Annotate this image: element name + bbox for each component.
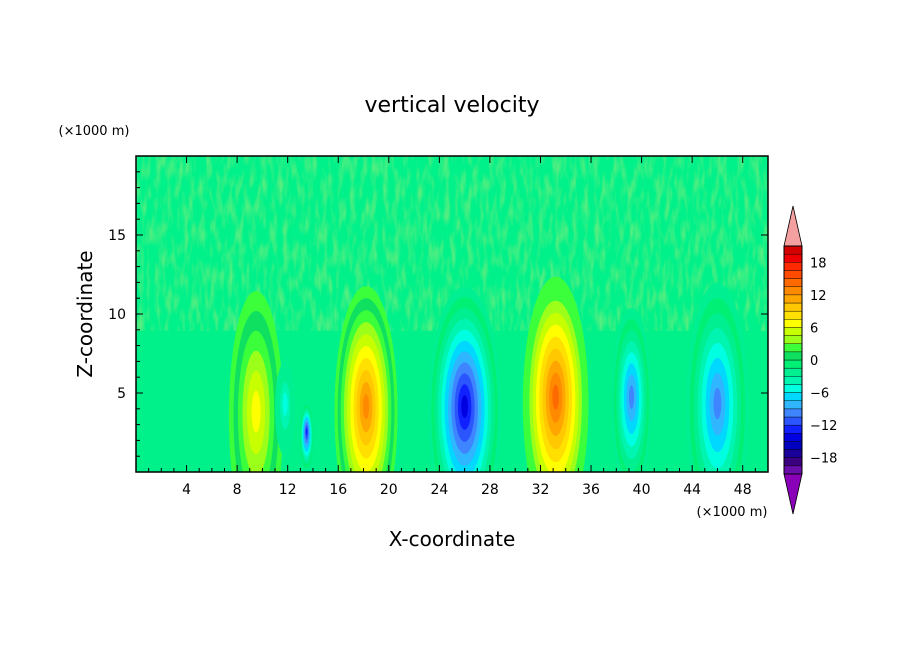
- colorbar-frame: [783, 245, 803, 475]
- contour-band: [305, 428, 308, 436]
- colorbar-swatch: [783, 384, 803, 393]
- colorbar-tick-label: −6: [810, 387, 829, 402]
- colorbar-tick-label: 18: [810, 256, 827, 271]
- contour-band: [282, 392, 288, 417]
- colorbar-swatch: [783, 441, 803, 450]
- colorbar-under-arrow: [783, 473, 803, 515]
- x-tick-label: 36: [582, 482, 600, 498]
- x-axis-label: X-coordinate: [389, 527, 516, 551]
- colorbar-swatch: [783, 253, 803, 263]
- contour-band: [362, 393, 370, 420]
- colorbar-swatch: [783, 424, 803, 434]
- colorbar-tick-label: 6: [810, 321, 818, 336]
- chart-title: vertical velocity: [364, 93, 539, 118]
- colorbar-swatch: [783, 245, 803, 255]
- colorbar-over-arrow: [783, 205, 803, 247]
- x-tick-label: 4: [182, 482, 191, 498]
- colorbar-swatch: [783, 278, 803, 287]
- colorbar: −18 −12 −6 0 6 12 18: [783, 205, 837, 515]
- x-axis-unit: (×1000 m): [697, 505, 768, 520]
- x-tick-label: 16: [329, 482, 347, 498]
- velocity-cell-1: [228, 291, 284, 472]
- y-axis: 5 10 15: [108, 171, 768, 457]
- x-tick-label: 24: [430, 482, 448, 498]
- colorbar-tick-label: −18: [810, 452, 837, 467]
- velocity-cell-4: [334, 286, 398, 472]
- x-tick-label: 12: [279, 482, 297, 498]
- colorbar-swatch: [783, 392, 803, 401]
- velocity-cell-2: [299, 401, 315, 472]
- y-tick-label: 10: [108, 307, 126, 323]
- colorbar-swatch: [783, 433, 803, 442]
- plot-area: [136, 156, 768, 472]
- contour-band: [713, 387, 722, 420]
- colorbar-swatch: [783, 327, 803, 336]
- x-tick-label: 28: [481, 482, 499, 498]
- colorbar-swatch: [783, 449, 803, 458]
- colorbar-swatch: [783, 457, 803, 467]
- colorbar-swatch: [783, 319, 803, 328]
- colorbar-swatch: [783, 400, 803, 410]
- colorbar-tick-label: 0: [810, 354, 818, 369]
- x-tick-label: 8: [233, 482, 242, 498]
- colorbar-tick-label: −12: [810, 419, 837, 434]
- x-tick-label: 40: [633, 482, 651, 498]
- x-tick-label: 44: [683, 482, 701, 498]
- x-tick-label: 32: [532, 482, 550, 498]
- y-axis-label: Z-coordinate: [73, 250, 97, 377]
- y-tick-label: 15: [108, 228, 126, 244]
- velocity-cell-8: [685, 283, 750, 472]
- colorbar-swatch: [783, 343, 803, 353]
- colorbar-swatch: [783, 286, 803, 296]
- colorbar-swatch: [783, 302, 803, 312]
- colorbar-swatch: [783, 408, 803, 418]
- x-tick-label: 48: [734, 482, 752, 498]
- colorbar-swatch: [783, 465, 803, 475]
- colorbar-swatch: [783, 270, 803, 279]
- y-axis-unit: (×1000 m): [59, 124, 130, 139]
- velocity-cell-7: [611, 307, 652, 472]
- colorbar-swatch: [783, 376, 803, 385]
- contour-band: [251, 390, 261, 433]
- contour-band: [461, 395, 468, 418]
- colorbar-swatch: [783, 351, 803, 361]
- velocity-cell-6: [522, 276, 589, 472]
- x-axis: 4 8 12 16 20 24 28 32 36 40 44 48: [148, 156, 756, 498]
- colorbar-swatch: [783, 367, 803, 377]
- colorbar-swatch: [783, 335, 803, 344]
- colorbar-swatch: [783, 262, 803, 271]
- colorbar-swatch: [783, 310, 803, 320]
- y-tick-label: 5: [117, 386, 126, 402]
- colorbar-swatch: [783, 416, 803, 426]
- contour-band: [628, 385, 635, 410]
- velocity-cell-5: [427, 286, 502, 472]
- colorbar-tick-label: 12: [810, 289, 827, 304]
- contour-band: [552, 384, 559, 410]
- velocity-cell-3: [275, 361, 296, 457]
- colorbar-swatch: [783, 359, 803, 369]
- x-tick-label: 20: [380, 482, 398, 498]
- colorbar-swatch: [783, 294, 803, 304]
